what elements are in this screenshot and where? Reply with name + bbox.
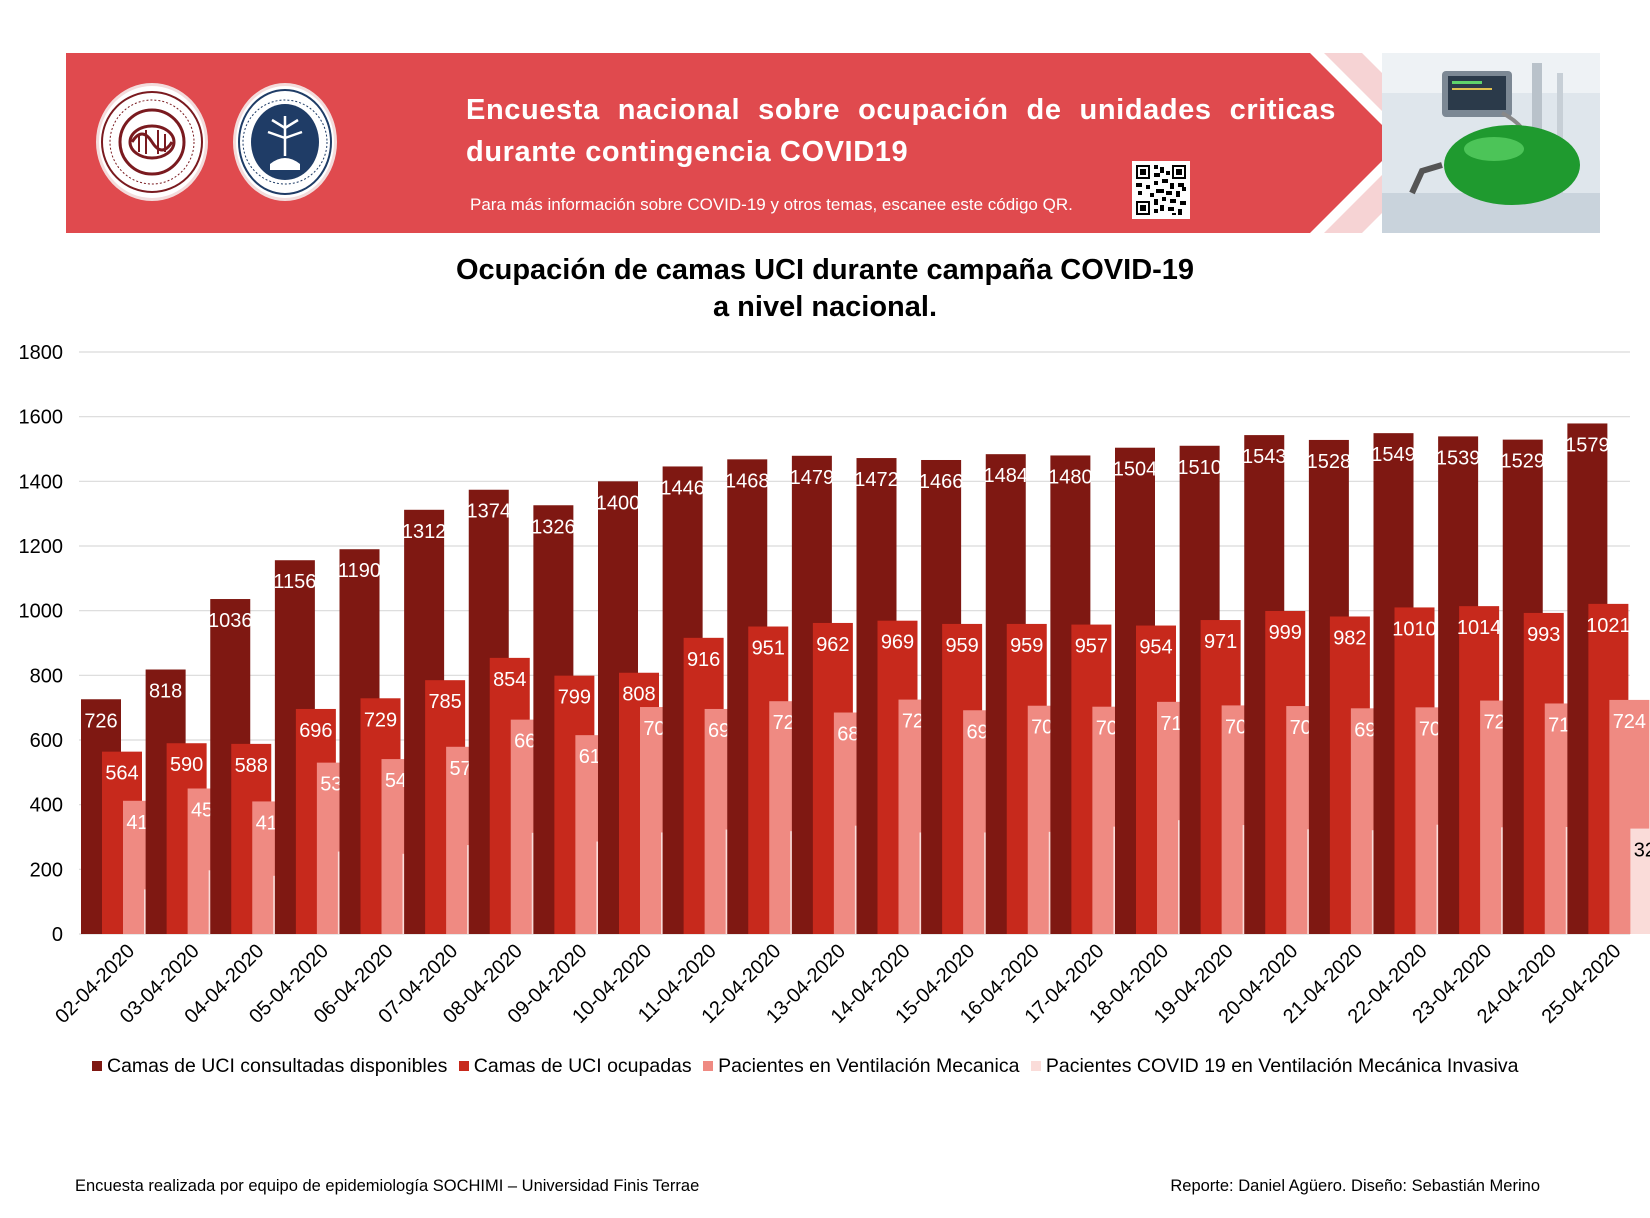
data-label: 1528 — [1307, 451, 1352, 473]
data-label: 1529 — [1501, 451, 1546, 473]
legend-label: Pacientes en Ventilación Mecanica — [718, 1055, 1020, 1077]
data-label: 808 — [622, 684, 655, 706]
data-label: 1312 — [402, 521, 447, 543]
y-tick-label: 1000 — [19, 601, 64, 623]
legend-label: Camas de UCI ocupadas — [473, 1055, 692, 1077]
legend-item-ocupadas: Camas de UCI ocupadas — [458, 1055, 692, 1078]
data-label: 1446 — [660, 477, 705, 499]
data-label: 854 — [493, 669, 526, 691]
sochimi-logo — [96, 83, 208, 201]
data-label: 1010 — [1392, 618, 1437, 640]
data-label: 1156 — [273, 571, 316, 593]
data-label: 590 — [170, 754, 203, 776]
legend-label: Pacientes COVID 19 en Ventilación Mecáni… — [1045, 1055, 1519, 1077]
footer-credit-left: Encuesta realizada por equipo de epidemi… — [75, 1177, 700, 1195]
legend-item-disponibles: Camas de UCI consultadas disponibles — [92, 1055, 447, 1078]
data-label: 1579 — [1565, 434, 1610, 456]
data-label: 993 — [1527, 624, 1560, 646]
qr-code[interactable] — [1132, 161, 1190, 219]
legend-swatch — [458, 1061, 469, 1071]
bar-chart: 0200400600800100012001400160018007265644… — [19, 342, 1650, 1028]
data-label: 588 — [235, 755, 268, 777]
legend-label: Camas de UCI consultadas disponibles — [107, 1055, 448, 1077]
data-label: 326 — [1634, 840, 1650, 862]
y-tick-label: 200 — [30, 859, 63, 881]
data-label: 1549 — [1371, 444, 1416, 466]
data-label: 1510 — [1177, 457, 1222, 479]
y-tick-label: 1400 — [19, 471, 64, 493]
data-label: 785 — [428, 691, 461, 713]
data-label: 1539 — [1436, 447, 1481, 469]
legend-item-covid-vmi: Pacientes COVID 19 en Ventilación Mecáni… — [1030, 1055, 1519, 1078]
ventilator-photo — [1382, 53, 1600, 233]
data-label: 999 — [1269, 622, 1302, 644]
bar — [1630, 828, 1650, 934]
finis-terrae-logo — [233, 83, 337, 201]
data-label: 951 — [752, 638, 785, 660]
legend: Camas de UCI consultadas disponibles Cam… — [92, 1055, 1524, 1078]
legend-swatch — [92, 1061, 102, 1071]
data-label: 1468 — [725, 470, 770, 492]
y-tick-label: 1800 — [19, 342, 64, 364]
data-label: 1484 — [984, 465, 1029, 487]
data-label: 962 — [816, 634, 849, 656]
data-label: 1036 — [208, 610, 253, 632]
data-label: 726 — [84, 710, 117, 732]
y-tick-label: 800 — [30, 665, 63, 687]
data-label: 969 — [881, 632, 914, 654]
data-label: 729 — [364, 709, 397, 731]
data-label: 1374 — [467, 501, 512, 523]
data-label: 1466 — [919, 471, 964, 493]
data-label: 959 — [945, 635, 978, 657]
data-label: 1480 — [1048, 466, 1093, 488]
data-label: 916 — [687, 649, 720, 671]
data-label: 1472 — [854, 469, 899, 491]
data-label: 696 — [299, 720, 332, 742]
chart-title-line-2: a nivel nacional. — [712, 291, 938, 323]
y-tick-label: 400 — [30, 795, 63, 817]
data-label: 1479 — [790, 467, 835, 489]
y-tick-label: 600 — [30, 730, 63, 752]
legend-item-ventilacion: Pacientes en Ventilación Mecanica — [703, 1055, 1019, 1078]
banner-title: Encuesta nacional sobre ocupación de uni… — [466, 94, 1336, 168]
y-tick-label: 0 — [52, 924, 63, 946]
data-label: 818 — [149, 681, 182, 703]
chart-title-line-1: Ocupación de camas UCI durante campaña C… — [455, 254, 1195, 286]
data-label: 1014 — [1457, 617, 1502, 639]
data-label: 1543 — [1242, 446, 1287, 468]
data-label: 982 — [1333, 627, 1366, 649]
legend-swatch — [703, 1061, 714, 1071]
y-tick-label: 1600 — [19, 407, 64, 429]
legend-swatch — [1030, 1061, 1041, 1071]
data-label: 1190 — [338, 560, 381, 582]
y-tick-label: 1200 — [19, 536, 64, 558]
data-label: 957 — [1075, 636, 1108, 658]
data-label: 564 — [105, 763, 138, 785]
chart-title: Ocupación de camas UCI durante campaña C… — [0, 252, 1650, 326]
header-banner: Encuesta nacional sobre ocupación de uni… — [66, 53, 1602, 233]
footer-credit-right: Reporte: Daniel Agüero. Diseño: Sebastiá… — [1170, 1177, 1540, 1195]
data-label: 954 — [1139, 637, 1172, 659]
banner-subtitle: Para más información sobre COVID-19 y ot… — [470, 195, 1073, 214]
data-label: 1326 — [531, 516, 576, 538]
data-label: 1400 — [596, 492, 641, 514]
data-label: 1504 — [1113, 459, 1158, 481]
data-label: 1021 — [1586, 615, 1631, 637]
data-label: 799 — [558, 687, 591, 709]
data-label: 959 — [1010, 635, 1043, 657]
data-label: 724 — [1613, 711, 1646, 733]
data-label: 971 — [1204, 631, 1237, 653]
